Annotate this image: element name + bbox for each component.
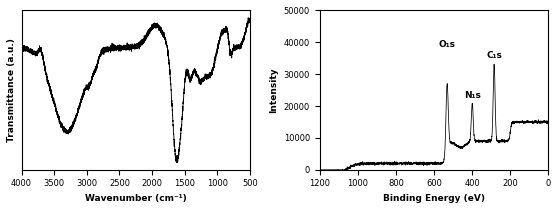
Text: O₁s: O₁s xyxy=(439,40,456,49)
X-axis label: Binding Energy (eV): Binding Energy (eV) xyxy=(383,194,485,203)
Text: N₁s: N₁s xyxy=(464,91,481,100)
Y-axis label: Intensity: Intensity xyxy=(269,67,278,113)
Text: C₁s: C₁s xyxy=(487,51,502,60)
Y-axis label: Transmittance (a.u.): Transmittance (a.u.) xyxy=(7,38,16,142)
X-axis label: Wavenumber (cm⁻¹): Wavenumber (cm⁻¹) xyxy=(85,194,187,203)
